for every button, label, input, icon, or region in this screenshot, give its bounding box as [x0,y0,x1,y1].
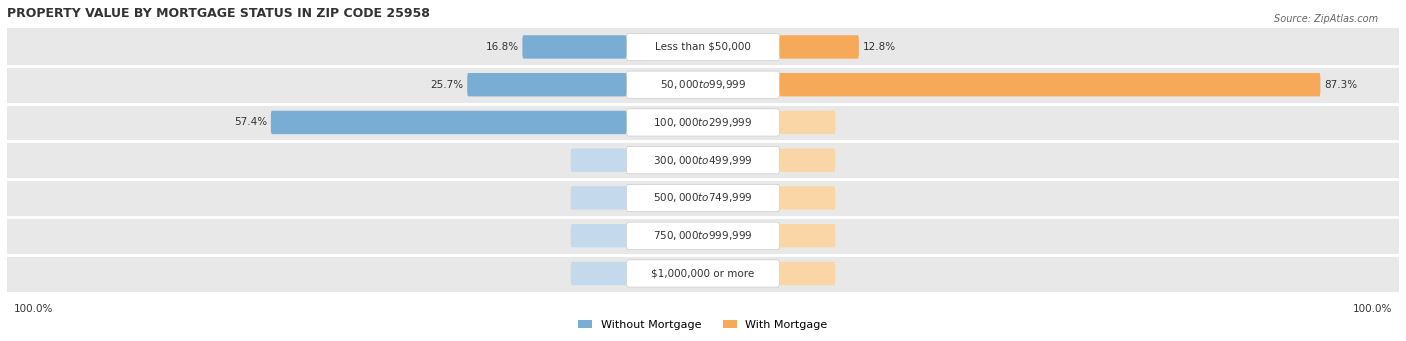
FancyBboxPatch shape [7,66,1399,104]
FancyBboxPatch shape [779,111,835,134]
FancyBboxPatch shape [779,148,835,172]
Text: 100.0%: 100.0% [1353,304,1392,314]
FancyBboxPatch shape [14,181,1392,215]
Text: 0.0%: 0.0% [593,155,620,165]
Text: $500,000 to $749,999: $500,000 to $749,999 [654,191,752,205]
Text: 25.7%: 25.7% [430,80,464,90]
FancyBboxPatch shape [571,186,627,210]
FancyBboxPatch shape [627,71,779,98]
FancyBboxPatch shape [779,262,835,285]
FancyBboxPatch shape [7,217,1399,255]
FancyBboxPatch shape [627,147,779,174]
Text: 0.0%: 0.0% [786,268,813,279]
Text: 0.0%: 0.0% [786,193,813,203]
FancyBboxPatch shape [571,148,627,172]
FancyBboxPatch shape [14,256,1392,291]
FancyBboxPatch shape [627,109,779,136]
Text: Source: ZipAtlas.com: Source: ZipAtlas.com [1274,14,1378,24]
FancyBboxPatch shape [271,111,627,134]
Text: Less than $50,000: Less than $50,000 [655,42,751,52]
Text: 0.0%: 0.0% [786,155,813,165]
Text: 87.3%: 87.3% [1324,80,1357,90]
FancyBboxPatch shape [14,143,1392,177]
FancyBboxPatch shape [7,104,1399,141]
FancyBboxPatch shape [779,73,1320,97]
Text: $1,000,000 or more: $1,000,000 or more [651,268,755,279]
FancyBboxPatch shape [467,73,627,97]
FancyBboxPatch shape [779,224,835,248]
Text: 57.4%: 57.4% [235,117,267,128]
FancyBboxPatch shape [571,262,627,285]
FancyBboxPatch shape [14,30,1392,64]
Text: $50,000 to $99,999: $50,000 to $99,999 [659,78,747,91]
FancyBboxPatch shape [779,35,859,59]
FancyBboxPatch shape [627,33,779,60]
FancyBboxPatch shape [7,141,1399,179]
FancyBboxPatch shape [14,68,1392,102]
Text: 0.0%: 0.0% [786,231,813,241]
FancyBboxPatch shape [627,222,779,249]
FancyBboxPatch shape [627,260,779,287]
Text: PROPERTY VALUE BY MORTGAGE STATUS IN ZIP CODE 25958: PROPERTY VALUE BY MORTGAGE STATUS IN ZIP… [7,7,430,20]
Text: 0.0%: 0.0% [593,231,620,241]
FancyBboxPatch shape [7,179,1399,217]
Text: $750,000 to $999,999: $750,000 to $999,999 [654,229,752,242]
FancyBboxPatch shape [627,184,779,211]
FancyBboxPatch shape [779,186,835,210]
Text: 0.0%: 0.0% [786,117,813,128]
Text: 100.0%: 100.0% [14,304,53,314]
Legend: Without Mortgage, With Mortgage: Without Mortgage, With Mortgage [574,315,832,335]
FancyBboxPatch shape [14,219,1392,253]
Text: 0.0%: 0.0% [593,193,620,203]
Text: $100,000 to $299,999: $100,000 to $299,999 [654,116,752,129]
FancyBboxPatch shape [14,105,1392,139]
FancyBboxPatch shape [7,255,1399,292]
Text: 0.0%: 0.0% [593,268,620,279]
Text: 12.8%: 12.8% [862,42,896,52]
Text: 16.8%: 16.8% [485,42,519,52]
Text: $300,000 to $499,999: $300,000 to $499,999 [654,154,752,167]
FancyBboxPatch shape [571,224,627,248]
FancyBboxPatch shape [523,35,627,59]
FancyBboxPatch shape [7,28,1399,66]
